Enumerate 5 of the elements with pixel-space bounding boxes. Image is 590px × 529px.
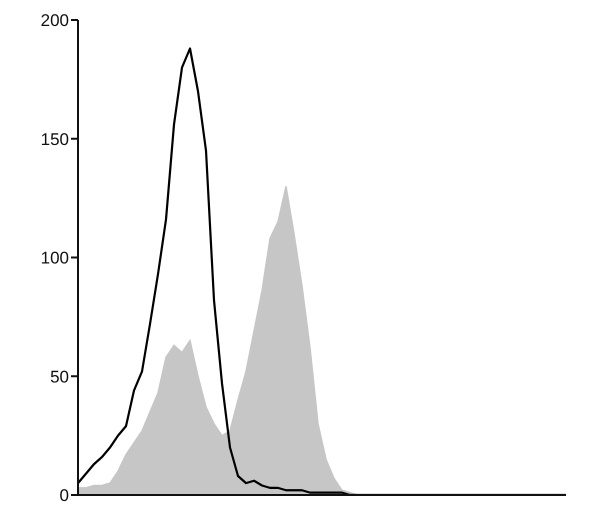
y-tick-label: 0 bbox=[60, 486, 69, 506]
y-tick-label: 50 bbox=[50, 367, 69, 386]
y-tick-label: 150 bbox=[40, 130, 69, 149]
y-tick-label: 100 bbox=[40, 248, 69, 268]
y-tick-label: 200 bbox=[40, 11, 69, 30]
